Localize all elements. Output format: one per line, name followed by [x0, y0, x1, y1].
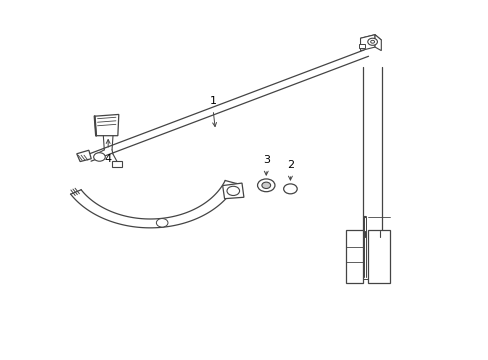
Polygon shape — [360, 35, 381, 44]
Text: 1: 1 — [209, 95, 216, 105]
Polygon shape — [112, 161, 122, 167]
Circle shape — [370, 40, 374, 43]
Circle shape — [262, 182, 270, 189]
Polygon shape — [358, 44, 365, 48]
Polygon shape — [367, 230, 389, 283]
Circle shape — [367, 38, 377, 45]
Text: 4: 4 — [104, 154, 111, 164]
Text: 3: 3 — [262, 156, 269, 166]
Polygon shape — [374, 35, 381, 51]
Polygon shape — [77, 150, 91, 162]
Polygon shape — [222, 183, 244, 199]
Text: 2: 2 — [286, 161, 293, 170]
Polygon shape — [360, 35, 374, 51]
Circle shape — [94, 153, 105, 161]
Circle shape — [226, 186, 239, 195]
Polygon shape — [95, 114, 119, 136]
Circle shape — [257, 179, 274, 192]
Polygon shape — [346, 230, 362, 283]
Circle shape — [156, 219, 168, 227]
Circle shape — [283, 184, 297, 194]
